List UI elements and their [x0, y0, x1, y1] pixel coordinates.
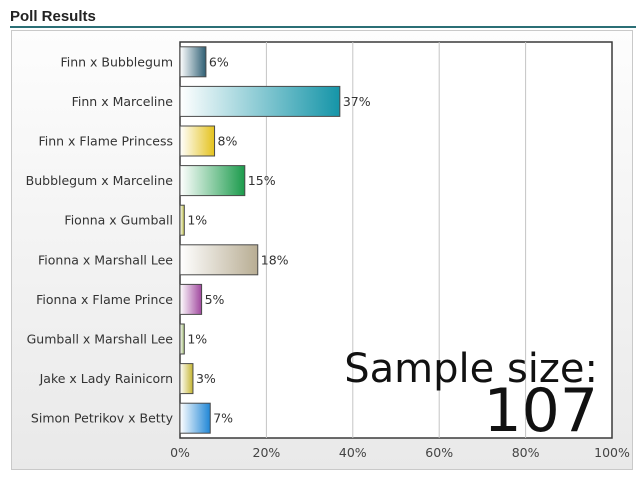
category-label: Simon Petrikov x Betty: [31, 411, 174, 426]
sample-size-label: Sample size:: [344, 346, 598, 392]
value-label: 8%: [218, 134, 238, 149]
value-label: 3%: [196, 371, 216, 386]
value-label: 18%: [261, 252, 289, 267]
x-tick-label: 20%: [253, 445, 281, 460]
value-label: 15%: [248, 173, 276, 188]
header-divider: [10, 26, 636, 28]
x-tick-label: 60%: [425, 445, 453, 460]
category-label: Jake x Lady Rainicorn: [39, 371, 173, 386]
category-label: Finn x Flame Princess: [38, 134, 173, 149]
bar: [179, 323, 185, 355]
bar: [179, 46, 207, 78]
bar: [179, 125, 216, 157]
value-label: 5%: [205, 292, 225, 307]
bar: [179, 85, 341, 117]
x-tick-label: 0%: [170, 445, 190, 460]
category-label: Gumball x Marshall Lee: [27, 332, 174, 347]
bars: [179, 46, 341, 434]
bar: [179, 204, 185, 236]
x-tick-label: 100%: [594, 445, 630, 460]
bar-chart: Finn x Bubblegum Finn x Marceline Finn x F…: [26, 41, 630, 460]
bar: [179, 244, 259, 276]
x-axis-ticks: 0% 20% 40% 60% 80% 100%: [170, 445, 630, 460]
value-label: 1%: [187, 332, 207, 347]
sample-size-value: 107: [483, 376, 598, 446]
category-label: Fionna x Gumball: [64, 213, 173, 228]
category-label: Fionna x Marshall Lee: [38, 252, 173, 267]
bar: [179, 165, 246, 197]
category-label: Bubblegum x Marceline: [26, 173, 174, 188]
bar: [179, 283, 203, 315]
value-labels: 6% 37% 8% 15% 1% 18% 5% 1% 3% 7%: [187, 54, 370, 425]
value-label: 37%: [343, 94, 371, 109]
category-label: Finn x Marceline: [72, 94, 174, 109]
chart-panel: Finn x Bubblegum Finn x Marceline Finn x F…: [11, 30, 633, 470]
category-label: Finn x Bubblegum: [60, 54, 173, 69]
x-tick-label: 40%: [339, 445, 367, 460]
category-label: Fionna x Flame Prince: [36, 292, 173, 307]
value-label: 1%: [187, 213, 207, 228]
bar: [179, 402, 211, 434]
x-tick-label: 80%: [512, 445, 540, 460]
category-labels: Finn x Bubblegum Finn x Marceline Finn x F…: [26, 54, 174, 425]
page-title: Poll Results: [10, 8, 96, 25]
value-label: 7%: [213, 411, 233, 426]
bar: [179, 363, 194, 395]
value-label: 6%: [209, 54, 229, 69]
